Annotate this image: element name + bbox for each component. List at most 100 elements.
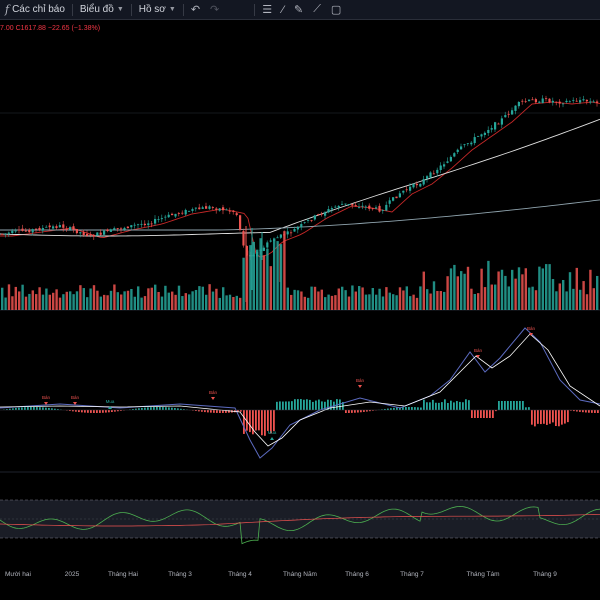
macd-histogram-bar <box>81 410 83 413</box>
candle-body <box>460 146 463 150</box>
candle-body <box>262 247 265 251</box>
macd-histogram-bar <box>372 410 374 411</box>
profile-menu-button[interactable]: Hồ sơ ▼ <box>134 0 181 19</box>
macd-histogram-bar <box>138 408 140 410</box>
macd-histogram-bar <box>561 410 563 425</box>
candle-body <box>116 228 119 229</box>
redo-button[interactable]: ↷ <box>205 0 224 19</box>
volume-bar <box>137 286 140 310</box>
volume-bar <box>303 296 306 310</box>
price-chart[interactable]: Bán Bán Mua Bán Mua Bán Bán Bán Mười hai 2025 Thá… <box>0 20 600 600</box>
undo-button[interactable]: ↶ <box>186 0 205 19</box>
candle-body <box>140 223 143 225</box>
candle-body <box>582 99 585 101</box>
candle-body <box>507 113 510 115</box>
volume-bar <box>565 291 568 310</box>
volume-bar <box>1 287 4 310</box>
brush-tool-button[interactable]: ✎ <box>289 0 308 19</box>
macd-histogram-bar <box>411 407 413 410</box>
macd-histogram-bar <box>216 410 218 413</box>
macd-histogram-bar <box>537 410 539 424</box>
volume-bar <box>439 291 442 310</box>
candle-body <box>589 101 592 103</box>
volume-bar <box>551 279 555 310</box>
volume-bar <box>487 260 490 310</box>
volume-bar <box>412 294 415 310</box>
volume-bar <box>313 286 317 310</box>
macd-histogram-bar <box>285 401 287 410</box>
time-axis-label: Mười hai <box>5 571 31 578</box>
legend-change: −22.65 (−1.38%) <box>47 25 101 32</box>
macd-histogram-bar <box>45 407 47 410</box>
lines-tool-button[interactable]: ☰ <box>257 0 277 19</box>
macd-histogram-bar <box>252 410 254 435</box>
volume-bar <box>208 284 211 310</box>
candle-body <box>133 224 136 226</box>
ruler-tool-button[interactable]: ⟋ <box>308 0 326 19</box>
candle-body <box>585 99 588 102</box>
rectangle-icon: ▢ <box>330 4 342 16</box>
macd-histogram-bar <box>111 410 113 413</box>
volume-bar <box>48 294 51 310</box>
volume-bar <box>347 296 351 310</box>
candle-body <box>38 227 41 231</box>
candle-body <box>392 197 395 201</box>
volume-bar <box>361 287 364 310</box>
candle-body <box>103 230 106 235</box>
divider <box>71 3 73 16</box>
macd-histogram-bar <box>51 408 53 410</box>
signal-label: Bán <box>209 390 218 395</box>
chart-grid <box>0 112 600 539</box>
volume-bar <box>320 289 323 310</box>
rectangle-tool-button[interactable]: ▢ <box>326 0 346 19</box>
candle-body <box>487 129 490 134</box>
candle-body <box>239 215 242 230</box>
macd-histogram-bar <box>360 410 362 413</box>
trendline-tool-button[interactable]: ⁄ <box>277 0 289 19</box>
volume-bar <box>69 291 72 310</box>
macd-histogram-bar <box>261 410 263 436</box>
volume-bar <box>106 295 109 310</box>
candle-body <box>330 208 333 210</box>
volume-bar <box>524 268 527 310</box>
candle-body <box>171 213 174 216</box>
macd-histogram-bar <box>168 407 170 410</box>
macd-histogram-bar <box>42 407 44 410</box>
chart-menu-button[interactable]: Biểu đồ ▼ <box>75 0 129 19</box>
candle-body <box>500 118 503 125</box>
volume-bar <box>500 269 504 310</box>
candle-body <box>562 103 565 105</box>
macd-histogram-bar <box>39 407 41 410</box>
macd-histogram-bar <box>405 407 407 410</box>
volume-bar <box>473 293 476 310</box>
volume-bar <box>548 264 551 310</box>
volume-bar <box>273 238 276 310</box>
volume-bar <box>344 290 347 310</box>
volume-bar <box>558 283 561 310</box>
volume-bar <box>555 291 558 310</box>
volume-bar <box>521 274 524 310</box>
candle-body <box>361 205 364 207</box>
volume-bar <box>449 268 453 310</box>
macd-histogram-bar <box>147 407 149 410</box>
candle-body <box>218 208 221 211</box>
candle-body <box>79 232 82 234</box>
macd-histogram-bar <box>471 410 473 418</box>
volume-bar <box>245 250 249 310</box>
macd-histogram-bar <box>270 410 272 434</box>
chart-menu-label: Biểu đồ <box>79 4 114 15</box>
macd-histogram-bar <box>558 410 560 427</box>
macd-histogram-bar <box>540 410 542 425</box>
candle-body <box>568 101 571 103</box>
macd-histogram-bar <box>531 410 533 425</box>
macd-histogram-bar <box>438 402 440 410</box>
macd-histogram-bar <box>504 401 506 410</box>
signal-label: Bán <box>474 348 483 353</box>
candle-body <box>181 212 184 214</box>
macd-histogram-bar <box>96 410 98 413</box>
indicators-button[interactable]: f Các chỉ báo <box>0 0 70 19</box>
moving-average-short <box>0 101 600 258</box>
volume-bar <box>177 285 181 310</box>
macd-histogram-bar <box>567 410 569 423</box>
volume-bar <box>545 264 548 310</box>
